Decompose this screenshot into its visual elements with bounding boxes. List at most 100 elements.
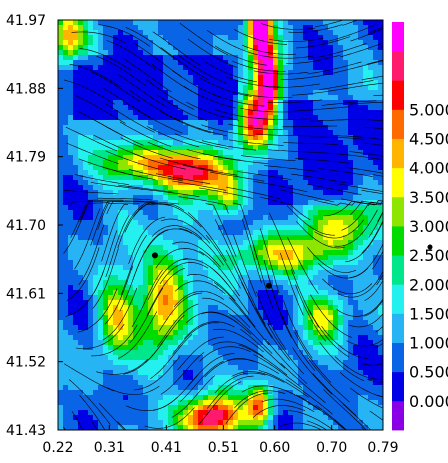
streamline (129, 287, 164, 343)
streamline (307, 247, 356, 273)
streamline (150, 334, 193, 379)
streamline (363, 126, 383, 130)
streamline (128, 216, 166, 265)
streamline (322, 278, 373, 295)
streamline (186, 101, 239, 121)
streamline (179, 360, 224, 402)
colorbar-tick-label: 3.500 (409, 188, 448, 207)
streamline (78, 224, 105, 286)
streamline (252, 405, 306, 418)
streamline (104, 103, 155, 133)
streamline (205, 203, 237, 257)
streamline (340, 42, 383, 58)
streamline (63, 190, 119, 195)
streamline (172, 70, 223, 99)
streamline (364, 279, 383, 301)
colorbar-swatch (392, 51, 404, 81)
streamline (236, 265, 266, 325)
streamline (69, 63, 121, 88)
streamline (101, 166, 156, 180)
streamline (228, 123, 283, 130)
streamline (376, 158, 383, 161)
streamline (234, 390, 286, 409)
streamline (313, 43, 367, 59)
streamline (361, 75, 383, 81)
streamline (307, 420, 328, 430)
streamline (323, 389, 367, 430)
streamline (183, 321, 235, 339)
streamline (202, 297, 251, 328)
streamline (342, 20, 359, 26)
streamline (178, 196, 229, 214)
streamline (159, 262, 209, 285)
streamline (120, 137, 173, 159)
colorbar-swatch (392, 226, 404, 256)
streamline (225, 392, 273, 424)
streamline (363, 299, 383, 317)
streamline (90, 71, 141, 103)
streamline (90, 418, 98, 430)
x-tick-label: 0.22 (42, 440, 73, 456)
streamline (79, 199, 125, 222)
colorbar-swatch (392, 80, 404, 110)
streamline (345, 221, 383, 263)
streamline (160, 218, 211, 244)
streamline (375, 111, 383, 113)
streamline (345, 167, 383, 174)
colorbar-swatch (392, 196, 404, 227)
streamline (322, 152, 377, 160)
streamlines (63, 20, 383, 430)
streamline (199, 346, 252, 362)
streamline (214, 372, 266, 394)
streamline (117, 421, 127, 430)
streamline (131, 269, 163, 328)
streamline (178, 228, 224, 266)
streamline (156, 94, 208, 121)
streamline (350, 200, 383, 215)
y-tick-label: 41.52 (6, 355, 46, 371)
streamline (319, 341, 365, 382)
streamline (368, 211, 383, 238)
edge-dot (427, 244, 433, 250)
marker-point (265, 282, 272, 289)
streamline (96, 56, 146, 86)
colorbar-tick-label: 3.000 (409, 217, 448, 236)
streamline (253, 354, 302, 388)
streamline (151, 225, 203, 239)
streamline (213, 328, 264, 353)
streamline (233, 29, 288, 45)
colorbar-tick-label: 4.000 (409, 159, 448, 178)
streamline (346, 82, 383, 89)
streamline (155, 173, 211, 185)
streamline (200, 312, 252, 335)
streamline (211, 341, 264, 357)
streamline (159, 110, 211, 134)
streamline (129, 90, 179, 121)
streamline (285, 378, 333, 415)
y-tick-label: 41.88 (6, 81, 46, 97)
streamline (201, 140, 257, 151)
streamline (280, 363, 326, 404)
streamline (296, 394, 344, 430)
streamline (312, 373, 357, 416)
streamline (259, 228, 280, 294)
streamline (334, 60, 383, 73)
streamline (213, 282, 256, 328)
streamline (241, 44, 296, 55)
streamline (210, 171, 265, 182)
streamline (336, 298, 383, 317)
streamline (269, 37, 324, 42)
streamline (91, 324, 138, 357)
streamline (367, 59, 383, 65)
streamline (102, 87, 152, 119)
streamline (93, 134, 146, 158)
streamline (210, 92, 265, 107)
streamline (104, 265, 133, 325)
streamline (92, 248, 119, 309)
streamline (117, 184, 173, 193)
streamline (153, 374, 199, 411)
streamline (171, 375, 216, 418)
colorbar-tick-label: 1.000 (409, 334, 448, 353)
streamline (144, 407, 195, 429)
streamline (98, 402, 125, 430)
